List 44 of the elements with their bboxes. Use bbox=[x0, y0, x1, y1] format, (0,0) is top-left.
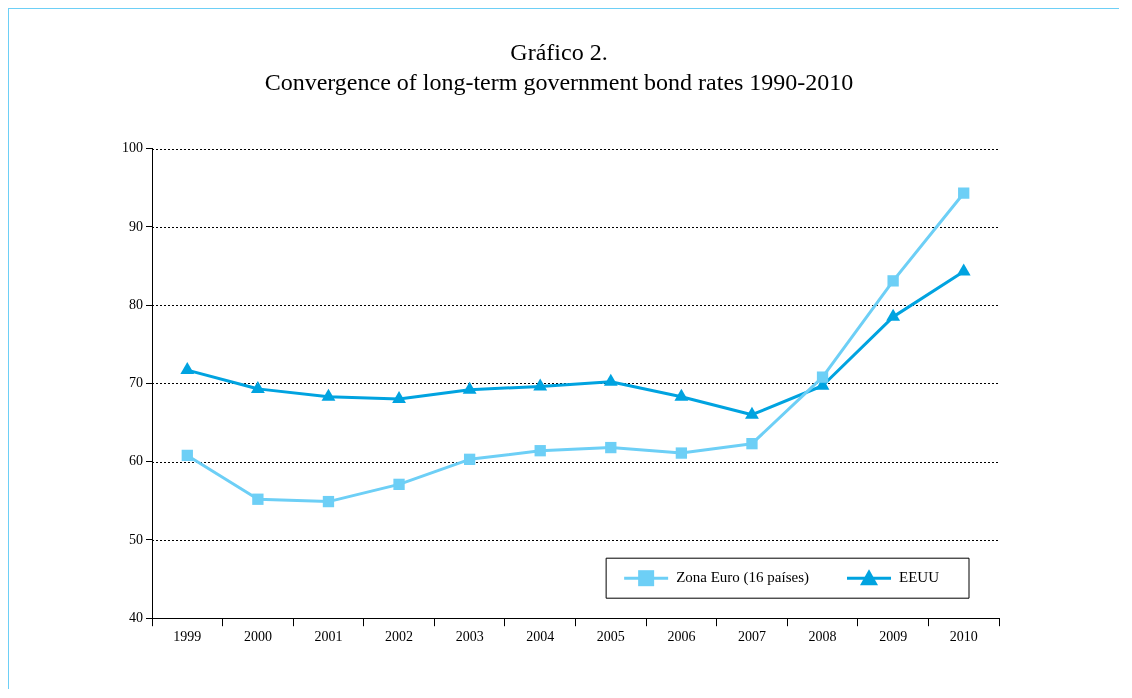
chart-title: Gráfico 2. bbox=[510, 38, 608, 65]
y-tick-label: 70 bbox=[129, 375, 143, 391]
x-tick-label: 2002 bbox=[385, 629, 414, 645]
legend-label: Zona Euro (16 países) bbox=[676, 569, 810, 587]
y-tick-label: 40 bbox=[129, 609, 143, 625]
x-tick-label: 2006 bbox=[667, 629, 696, 645]
point bbox=[321, 388, 336, 401]
chart-subtitle: Convergence of long-term government bond rates 1990-2010 bbox=[264, 69, 854, 96]
y-tick-label: 60 bbox=[129, 453, 143, 469]
x-tick-label: 1999 bbox=[173, 629, 202, 645]
point bbox=[392, 391, 406, 404]
y-tick-label: 50 bbox=[129, 531, 143, 547]
point bbox=[605, 441, 617, 454]
point bbox=[675, 447, 688, 459]
x-tick-label: 2010 bbox=[949, 629, 978, 645]
point bbox=[886, 308, 901, 321]
point bbox=[322, 495, 335, 508]
x-tick-label: 2008 bbox=[808, 629, 837, 645]
y-tick-label: 100 bbox=[122, 140, 143, 156]
point bbox=[533, 378, 548, 391]
x-tick-label: 2007 bbox=[737, 629, 766, 645]
point bbox=[816, 371, 829, 383]
x-tick-label: 2003 bbox=[455, 629, 484, 645]
x-tick-label: 2001 bbox=[314, 629, 343, 645]
point bbox=[393, 478, 405, 491]
point bbox=[181, 449, 193, 462]
y-tick-label: 90 bbox=[129, 218, 143, 234]
y-tick-label: 80 bbox=[129, 296, 143, 312]
point bbox=[462, 381, 477, 394]
point bbox=[746, 438, 758, 450]
x-tick-label: 2005 bbox=[596, 629, 625, 645]
point bbox=[534, 445, 546, 457]
point bbox=[745, 406, 759, 419]
point bbox=[603, 373, 618, 386]
x-tick-label: 2000 bbox=[243, 629, 272, 645]
point bbox=[180, 362, 195, 375]
point bbox=[250, 380, 265, 393]
point bbox=[252, 493, 264, 505]
point bbox=[956, 263, 971, 276]
x-tick-label: 2004 bbox=[526, 629, 555, 645]
x-tick-label: 2009 bbox=[879, 629, 908, 645]
legend-label: EEUU bbox=[899, 569, 940, 586]
point bbox=[674, 388, 689, 401]
point bbox=[463, 453, 476, 465]
